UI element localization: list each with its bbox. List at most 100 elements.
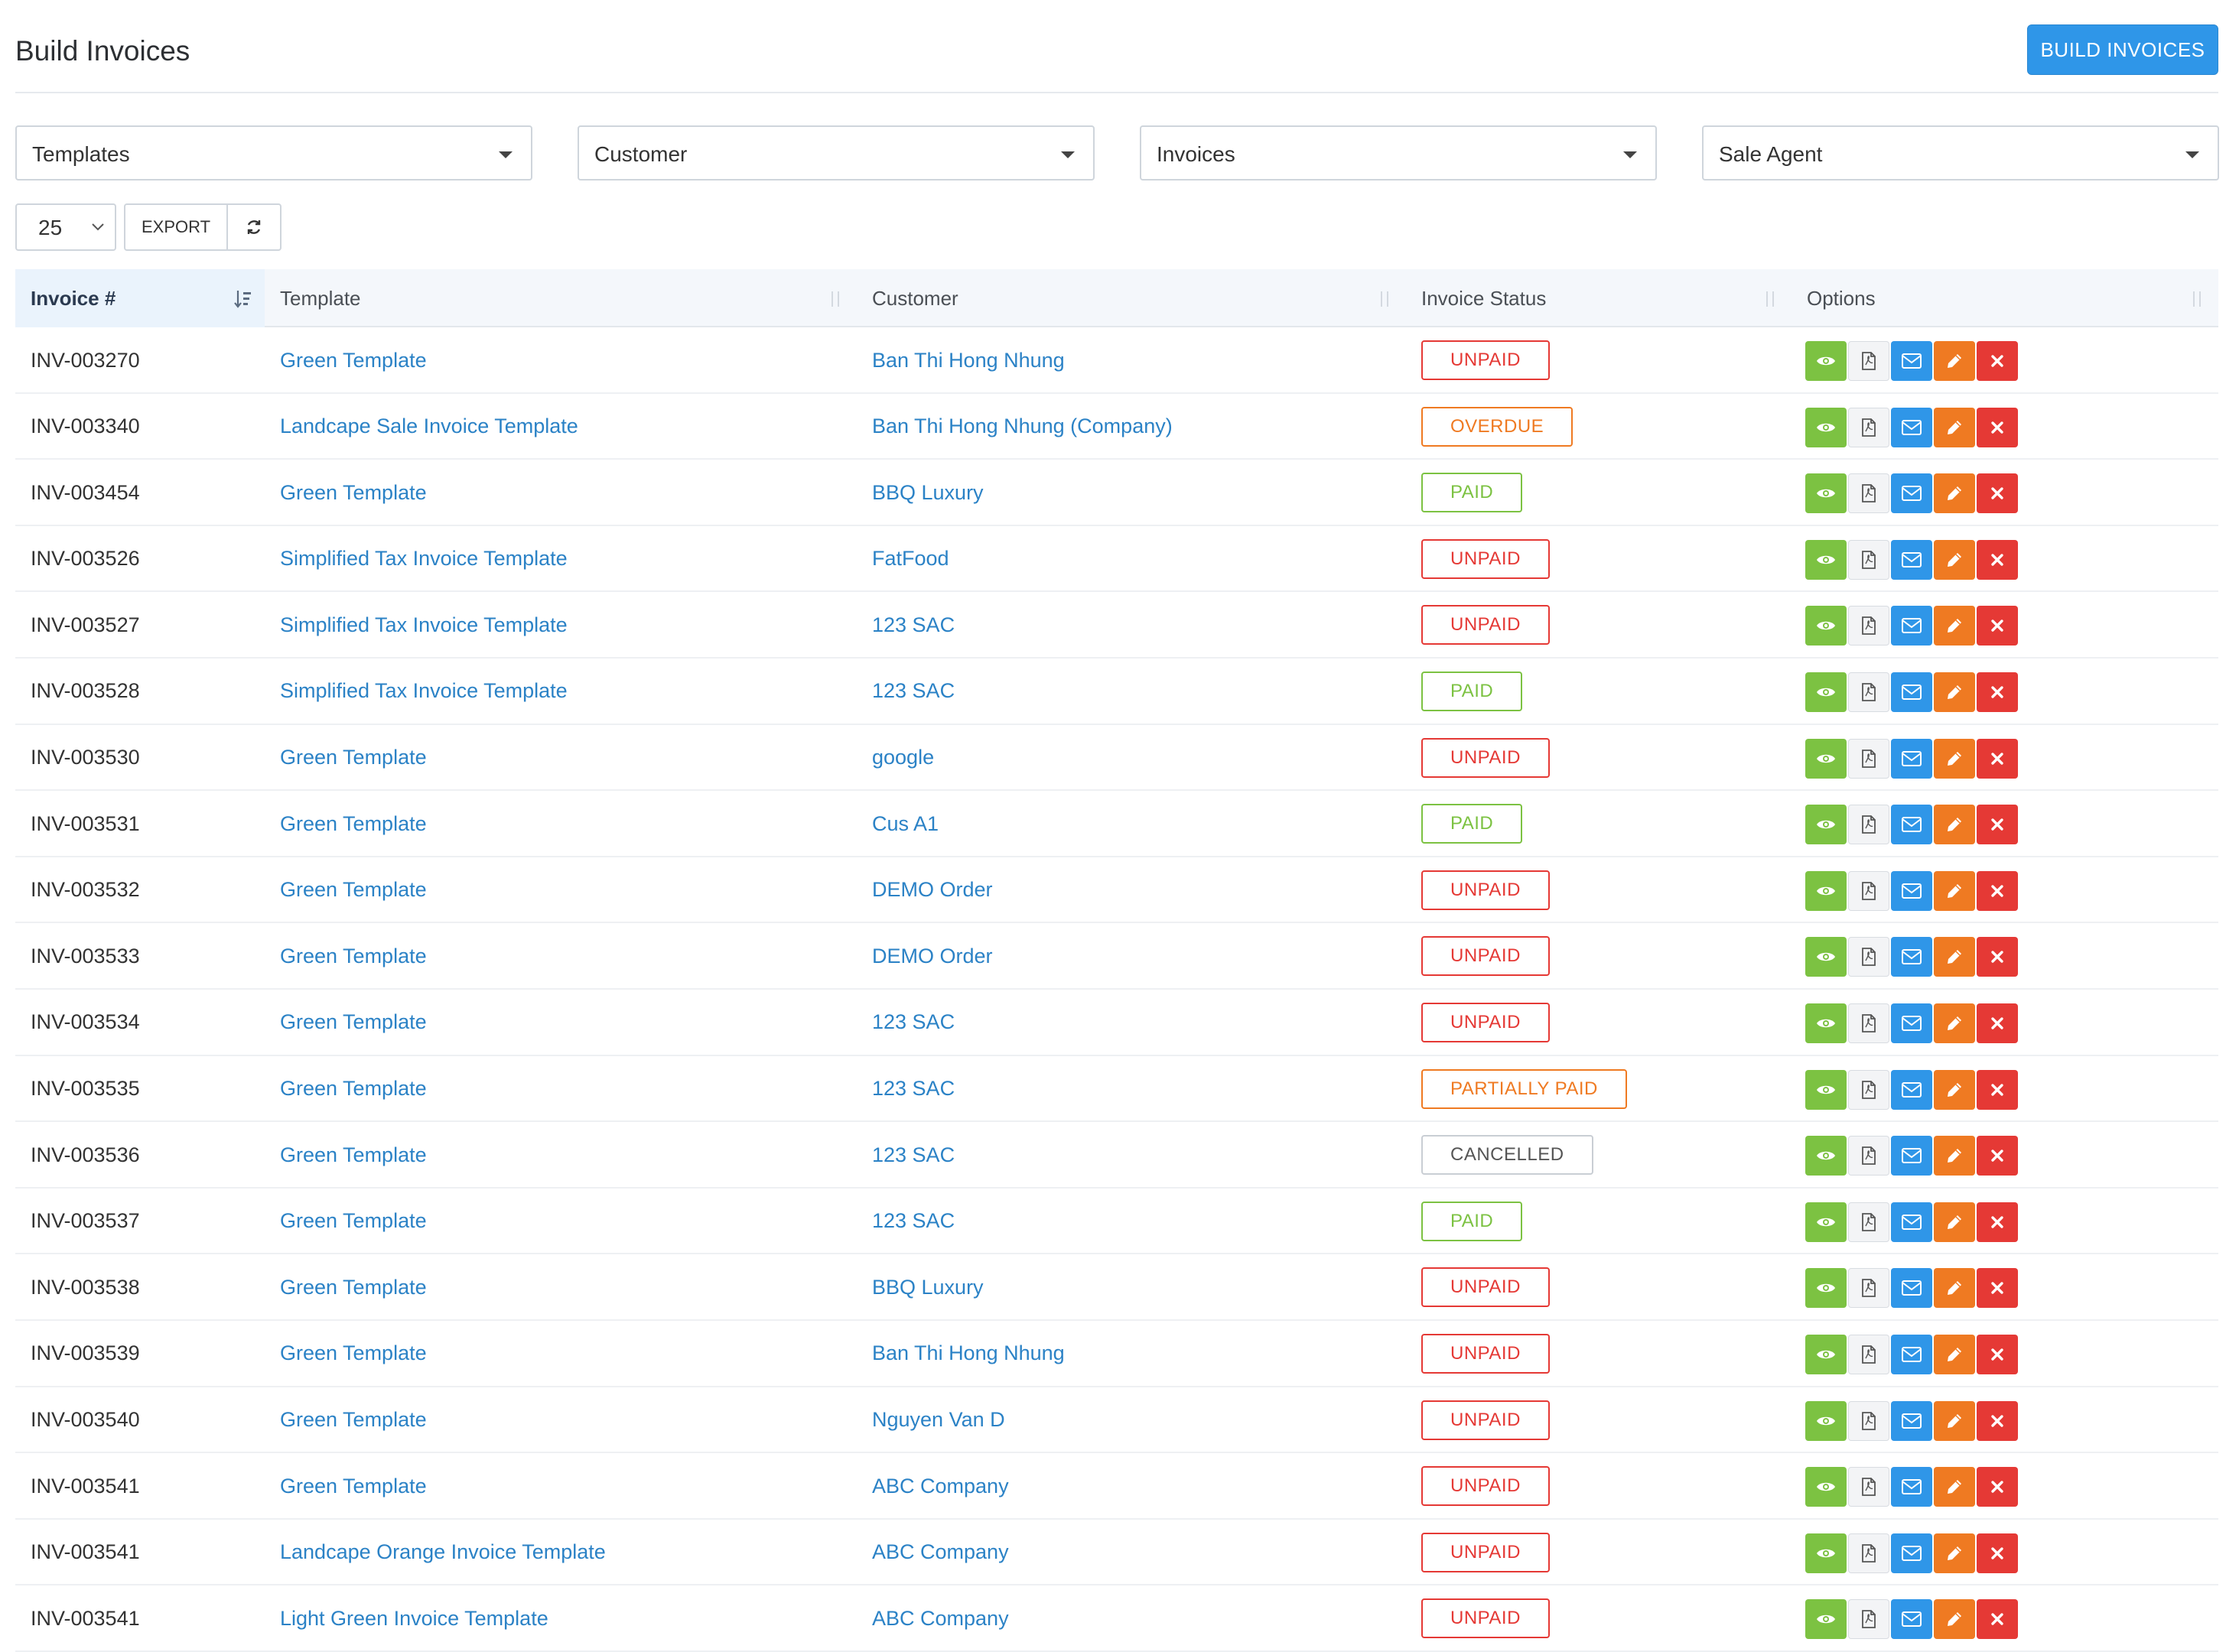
template-link[interactable]: Green Template: [280, 1474, 427, 1498]
view-button[interactable]: [1805, 870, 1847, 911]
view-button[interactable]: [1805, 1533, 1847, 1573]
customer-filter-select[interactable]: Customer: [578, 125, 1095, 180]
view-button[interactable]: [1805, 606, 1847, 646]
pdf-button[interactable]: [1848, 1003, 1889, 1043]
email-button[interactable]: [1891, 1202, 1932, 1242]
customer-link[interactable]: FatFood: [872, 547, 949, 571]
customer-link[interactable]: 123 SAC: [872, 1209, 955, 1233]
delete-button[interactable]: [1977, 1136, 2018, 1176]
edit-button[interactable]: [1934, 870, 1975, 911]
edit-button[interactable]: [1934, 805, 1975, 845]
customer-link[interactable]: 123 SAC: [872, 1143, 955, 1166]
email-button[interactable]: [1891, 1268, 1932, 1309]
email-button[interactable]: [1891, 1003, 1932, 1043]
delete-button[interactable]: [1977, 805, 2018, 845]
view-button[interactable]: [1805, 1467, 1847, 1507]
view-button[interactable]: [1805, 1003, 1847, 1043]
customer-link[interactable]: Nguyen Van D: [872, 1408, 1005, 1431]
edit-button[interactable]: [1934, 407, 1975, 447]
template-link[interactable]: Simplified Tax Invoice Template: [280, 613, 568, 636]
pdf-button[interactable]: [1848, 937, 1889, 977]
delete-button[interactable]: [1977, 1003, 2018, 1043]
column-header-invoice[interactable]: Invoice #: [15, 269, 265, 327]
customer-link[interactable]: DEMO Order: [872, 878, 993, 902]
view-button[interactable]: [1805, 1268, 1847, 1309]
edit-button[interactable]: [1934, 1467, 1975, 1507]
template-link[interactable]: Light Green Invoice Template: [280, 1606, 548, 1630]
email-button[interactable]: [1891, 1533, 1932, 1573]
email-button[interactable]: [1891, 738, 1932, 779]
view-button[interactable]: [1805, 1136, 1847, 1176]
email-button[interactable]: [1891, 539, 1932, 580]
email-button[interactable]: [1891, 870, 1932, 911]
edit-button[interactable]: [1934, 539, 1975, 580]
pdf-button[interactable]: [1848, 473, 1889, 514]
email-button[interactable]: [1891, 473, 1932, 514]
template-link[interactable]: Landcape Orange Invoice Template: [280, 1540, 606, 1564]
template-link[interactable]: Simplified Tax Invoice Template: [280, 679, 568, 703]
edit-button[interactable]: [1934, 1268, 1975, 1309]
templates-filter-select[interactable]: Templates: [15, 125, 532, 180]
view-button[interactable]: [1805, 1599, 1847, 1640]
delete-button[interactable]: [1977, 473, 2018, 514]
pdf-button[interactable]: [1848, 870, 1889, 911]
view-button[interactable]: [1805, 805, 1847, 845]
pdf-button[interactable]: [1848, 1334, 1889, 1374]
customer-link[interactable]: 123 SAC: [872, 679, 955, 703]
email-button[interactable]: [1891, 1136, 1932, 1176]
email-button[interactable]: [1891, 606, 1932, 646]
delete-button[interactable]: [1977, 870, 2018, 911]
edit-button[interactable]: [1934, 606, 1975, 646]
delete-button[interactable]: [1977, 539, 2018, 580]
edit-button[interactable]: [1934, 1136, 1975, 1176]
customer-link[interactable]: ABC Company: [872, 1606, 1009, 1630]
view-button[interactable]: [1805, 738, 1847, 779]
edit-button[interactable]: [1934, 1599, 1975, 1640]
email-button[interactable]: [1891, 672, 1932, 712]
customer-link[interactable]: 123 SAC: [872, 1010, 955, 1034]
pdf-button[interactable]: [1848, 1136, 1889, 1176]
pdf-button[interactable]: [1848, 1069, 1889, 1110]
refresh-button[interactable]: [228, 203, 282, 251]
pdf-button[interactable]: [1848, 1268, 1889, 1309]
customer-link[interactable]: Ban Thi Hong Nhung: [872, 348, 1065, 372]
view-button[interactable]: [1805, 473, 1847, 514]
pdf-button[interactable]: [1848, 407, 1889, 447]
invoices-filter-select[interactable]: Invoices: [1140, 125, 1657, 180]
edit-button[interactable]: [1934, 1533, 1975, 1573]
view-button[interactable]: [1805, 1069, 1847, 1110]
pdf-button[interactable]: [1848, 672, 1889, 712]
template-link[interactable]: Landcape Sale Invoice Template: [280, 415, 578, 438]
edit-button[interactable]: [1934, 473, 1975, 514]
delete-button[interactable]: [1977, 407, 2018, 447]
edit-button[interactable]: [1934, 937, 1975, 977]
pdf-button[interactable]: [1848, 539, 1889, 580]
pdf-button[interactable]: [1848, 738, 1889, 779]
view-button[interactable]: [1805, 1334, 1847, 1374]
pdf-button[interactable]: [1848, 1467, 1889, 1507]
delete-button[interactable]: [1977, 738, 2018, 779]
template-link[interactable]: Green Template: [280, 1077, 427, 1101]
column-header-status[interactable]: Invoice Status: [1406, 269, 1792, 327]
template-link[interactable]: Green Template: [280, 1408, 427, 1431]
template-link[interactable]: Simplified Tax Invoice Template: [280, 547, 568, 571]
pdf-button[interactable]: [1848, 1400, 1889, 1441]
template-link[interactable]: Green Template: [280, 348, 427, 372]
customer-link[interactable]: Ban Thi Hong Nhung: [872, 1341, 1065, 1365]
view-button[interactable]: [1805, 407, 1847, 447]
pdf-button[interactable]: [1848, 1533, 1889, 1573]
customer-link[interactable]: DEMO Order: [872, 944, 993, 967]
email-button[interactable]: [1891, 937, 1932, 977]
view-button[interactable]: [1805, 539, 1847, 580]
build-invoices-button[interactable]: BUILD INVOICES: [2027, 24, 2218, 75]
template-link[interactable]: Green Template: [280, 1010, 427, 1034]
edit-button[interactable]: [1934, 1069, 1975, 1110]
customer-link[interactable]: Ban Thi Hong Nhung (Company): [872, 415, 1173, 438]
edit-button[interactable]: [1934, 1334, 1975, 1374]
template-link[interactable]: Green Template: [280, 1209, 427, 1233]
delete-button[interactable]: [1977, 937, 2018, 977]
column-header-options[interactable]: Options: [1792, 269, 2218, 327]
template-link[interactable]: Green Template: [280, 480, 427, 504]
email-button[interactable]: [1891, 1069, 1932, 1110]
delete-button[interactable]: [1977, 1268, 2018, 1309]
